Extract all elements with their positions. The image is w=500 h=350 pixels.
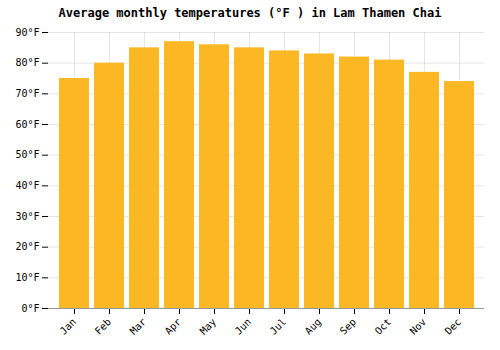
svg-text:Sep: Sep	[338, 316, 359, 337]
svg-text:40°F: 40°F	[15, 180, 39, 191]
html-text:Average monthly temperatures (: Average monthly temperatures (°F ) in La…	[58, 6, 442, 20]
svg-text:Dec: Dec	[443, 316, 464, 337]
svg-text:50°F: 50°F	[15, 149, 39, 160]
svg-text:Apr: Apr	[163, 316, 184, 337]
svg-text:70°F: 70°F	[15, 88, 39, 99]
svg-text:20°F: 20°F	[15, 241, 39, 252]
svg-text:80°F: 80°F	[15, 57, 39, 68]
svg-text:Nov: Nov	[408, 316, 429, 337]
svg-text:30°F: 30°F	[15, 211, 39, 222]
svg-text:Jul: Jul	[268, 316, 289, 337]
svg-text:Jun: Jun	[233, 316, 254, 337]
svg-text:Oct: Oct	[373, 316, 394, 337]
svg-text:Feb: Feb	[93, 316, 114, 337]
svg-text:Aug: Aug	[303, 316, 324, 337]
svg-text:Mar: Mar	[128, 316, 149, 337]
svg-text:10°F: 10°F	[15, 272, 39, 283]
svg-text:90°F: 90°F	[15, 27, 39, 38]
svg-text:0°F: 0°F	[21, 303, 39, 314]
svg-text:May: May	[198, 316, 219, 337]
svg-text:Jan: Jan	[58, 316, 79, 337]
svg-text:60°F: 60°F	[15, 119, 39, 130]
